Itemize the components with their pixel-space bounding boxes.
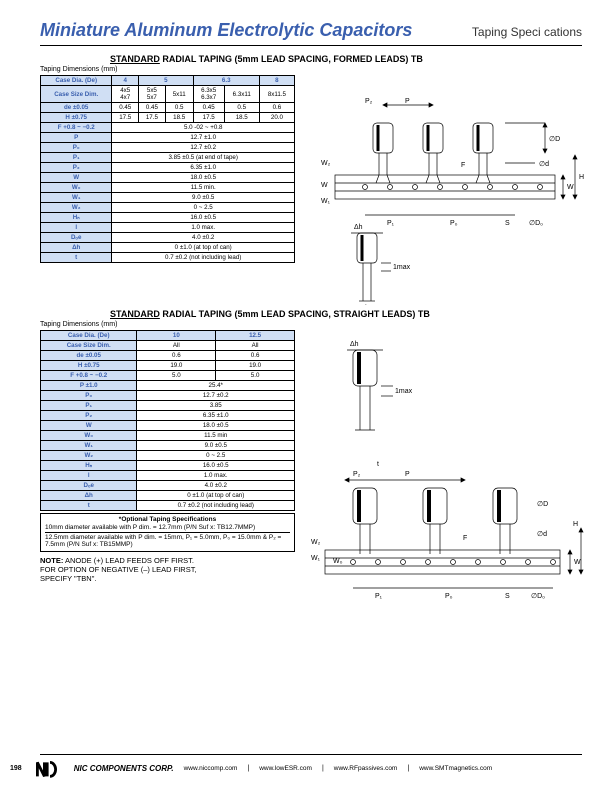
section2-title-prefix: STANDARD (110, 309, 160, 319)
svg-text:∅D: ∅D (549, 136, 560, 143)
svg-text:H: H (573, 521, 578, 528)
section1-title-prefix: STANDARD (110, 54, 160, 64)
section2-title-rest: RADIAL TAPING (5mm LEAD SPACING, STRAIGH… (160, 309, 430, 319)
svg-text:Δh: Δh (350, 341, 359, 348)
svg-text:W: W (321, 182, 328, 189)
svg-text:W₂: W₂ (311, 539, 321, 546)
svg-text:P₁: P₁ (375, 593, 383, 600)
optional-spec-box: *Optional Taping Specifications 10mm dia… (40, 513, 295, 552)
main-title: Miniature Aluminum Electrolytic Capacito… (40, 20, 412, 41)
svg-text:1max: 1max (395, 388, 413, 395)
footer-corp: NIC COMPONENTS CORP. (74, 764, 174, 773)
svg-text:P₁: P₁ (387, 220, 395, 227)
svg-text:S: S (505, 220, 510, 227)
section2-title: STANDARD RADIAL TAPING (5mm LEAD SPACING… (110, 309, 582, 319)
svg-text:1max: 1max (393, 264, 411, 271)
svg-text:t: t (377, 461, 379, 468)
svg-text:∅D₀: ∅D₀ (531, 593, 545, 600)
svg-text:∅D: ∅D (537, 501, 548, 508)
svg-text:P: P (405, 98, 410, 105)
svg-text:P₂: P₂ (365, 98, 373, 105)
svg-text:t: t (365, 304, 367, 305)
section2-caption: Taping Dimensions (mm) (40, 321, 582, 328)
svg-text:P₀: P₀ (445, 593, 453, 600)
footer-link-3: www.SMTmagnetics.com (419, 765, 492, 772)
footer-link-0: www.niccomp.com (184, 765, 238, 772)
svg-text:S: S (505, 593, 510, 600)
svg-text:∅D₀: ∅D₀ (529, 220, 543, 227)
diagram1: P₂ P ∅D ∅d W H F W₂ W W₁ P₁ P₀ (305, 75, 585, 305)
title-bar: Miniature Aluminum Electrolytic Capacito… (40, 20, 582, 46)
svg-text:W₁: W₁ (311, 555, 321, 562)
svg-text:W₀: W₀ (333, 558, 343, 565)
footer-link-2: www.RFpassives.com (334, 765, 398, 772)
svg-text:W₁: W₁ (321, 198, 331, 205)
note-text: NOTE: ANODE (+) LEAD FEEDS OFF FIRST.FOR… (40, 556, 295, 583)
diagram2: Δh 1max P₂ P t (305, 330, 585, 610)
svg-text:F: F (461, 162, 465, 169)
svg-text:W: W (567, 184, 574, 191)
table1: Case Dia. (De)456.38Case Size Dim.4x54x7… (40, 75, 295, 263)
opt-spec-title: *Optional Taping Specifications (45, 516, 290, 523)
page-number: 198 (10, 765, 22, 772)
footer: 198 NIC COMPONENTS CORP. www.niccomp.com… (0, 754, 612, 778)
svg-text:H: H (579, 174, 584, 181)
table2: Case Dia. (De)1012.5Case Size Dim.AllAll… (40, 330, 295, 511)
svg-text:∅d: ∅d (539, 161, 549, 168)
subtitle: Taping Speci cations (472, 25, 582, 39)
svg-text:P₀: P₀ (450, 220, 458, 227)
svg-text:W₂: W₂ (321, 160, 331, 167)
svg-text:F: F (463, 535, 467, 542)
section1-title-rest: RADIAL TAPING (5mm LEAD SPACING, FORMED … (160, 54, 423, 64)
opt-spec-2: 12.5mm diameter available with P dim. = … (45, 533, 290, 549)
section1-title: STANDARD RADIAL TAPING (5mm LEAD SPACING… (110, 54, 582, 64)
svg-text:∅d: ∅d (537, 531, 547, 538)
footer-link-1: www.lowESR.com (259, 765, 312, 772)
svg-text:P: P (405, 471, 410, 478)
logo-icon (36, 758, 64, 778)
svg-text:Δh: Δh (354, 224, 363, 231)
opt-spec-1: 10mm diameter available with P dim. = 12… (45, 523, 290, 533)
svg-text:W: W (574, 559, 581, 566)
section1-caption: Taping Dimensions (mm) (40, 66, 582, 73)
svg-text:P₂: P₂ (353, 471, 361, 478)
